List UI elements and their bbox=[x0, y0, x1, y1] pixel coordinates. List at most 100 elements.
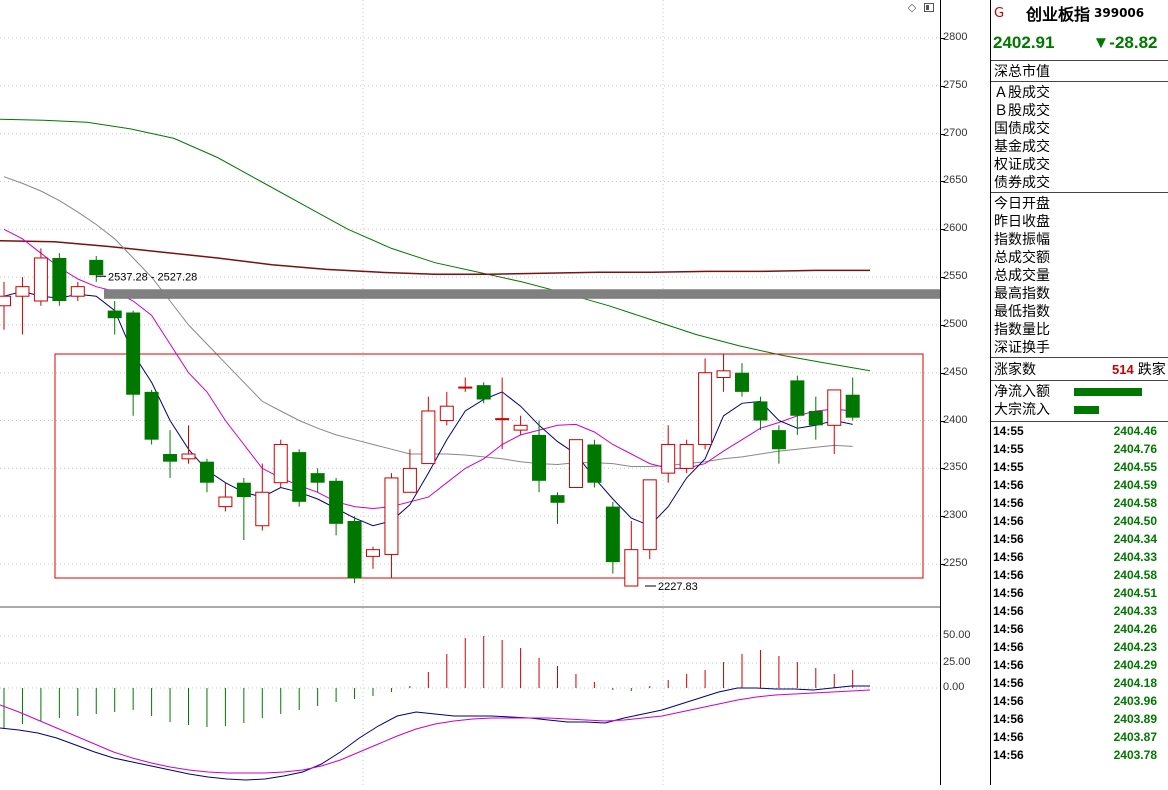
candle-body bbox=[199, 461, 214, 483]
stat-label: Ａ股成交 bbox=[994, 85, 1050, 101]
candle-body bbox=[735, 372, 749, 392]
diamond-icon[interactable]: ◇ bbox=[907, 2, 917, 14]
candle-body bbox=[0, 295, 11, 307]
ma-line-magenta bbox=[3, 228, 853, 510]
stat-label: 总成交量 bbox=[994, 268, 1050, 284]
tick-row: 14:56 2404.33 bbox=[991, 602, 1168, 620]
price-row: 2402.91 ▼-28.82 bbox=[991, 26, 1168, 60]
candle-body bbox=[532, 434, 547, 481]
candle-body bbox=[181, 453, 196, 460]
quote-panel: G 创业板指 399006 2402.91 ▼-28.82 深总市值 Ａ股成交 Ｂ… bbox=[990, 0, 1168, 785]
candle-body bbox=[163, 454, 178, 462]
stat-label: 最高指数 bbox=[994, 286, 1050, 302]
breadth-label: 涨家数 bbox=[994, 362, 1036, 378]
tick-row: 14:56 2404.29 bbox=[991, 656, 1168, 674]
candle-body bbox=[753, 401, 768, 421]
candle-body bbox=[790, 380, 805, 416]
price-axis-tick: 2700 bbox=[943, 126, 968, 139]
price-axis-tick: 2400 bbox=[943, 413, 968, 426]
tick-row: 14:56 2403.87 bbox=[991, 728, 1168, 746]
candle-body bbox=[329, 480, 344, 524]
candle-body bbox=[273, 443, 288, 484]
candle-body bbox=[495, 418, 510, 421]
title-row: G 创业板指 399006 bbox=[991, 0, 1168, 26]
fund-flow-row: 净流入额 bbox=[991, 383, 1168, 401]
candle-body bbox=[144, 391, 159, 440]
tick-price: 2403.87 bbox=[1113, 730, 1157, 744]
fund-flow-row: 大宗流入 bbox=[991, 401, 1168, 419]
candle-body bbox=[236, 482, 251, 498]
stat-label: 国债成交 bbox=[994, 121, 1050, 137]
tick-row: 14:56 2403.78 bbox=[991, 746, 1168, 764]
candle-body bbox=[310, 473, 325, 483]
indicator-axis-tick: 50.00 bbox=[943, 629, 971, 641]
candle-body bbox=[568, 439, 583, 488]
band-range-label: 2537.28 - 2527.28 bbox=[108, 271, 197, 283]
candle-body bbox=[347, 520, 362, 579]
tick-row: 14:56 2404.51 bbox=[991, 584, 1168, 602]
tick-time: 14:56 bbox=[993, 622, 1024, 636]
tick-row: 14:56 2404.23 bbox=[991, 638, 1168, 656]
tick-time: 14:56 bbox=[993, 568, 1024, 582]
candle-body bbox=[458, 386, 473, 389]
candle-body bbox=[771, 430, 786, 450]
candle-body bbox=[52, 257, 67, 301]
tick-list[interactable]: 14:55 2404.46 14:55 2404.76 14:55 2404.55 14:5… bbox=[991, 421, 1168, 764]
tick-time: 14:56 bbox=[993, 532, 1024, 546]
indicator-axis-tick: 0.00 bbox=[943, 681, 965, 693]
axis-tick-mark bbox=[941, 277, 945, 279]
breadth-label-2: 跌家 bbox=[1137, 362, 1166, 378]
price-axis-tick: 2550 bbox=[943, 270, 968, 283]
tick-time: 14:56 bbox=[993, 730, 1024, 744]
tick-row: 14:55 2404.55 bbox=[991, 458, 1168, 476]
tick-row: 14:56 2403.89 bbox=[991, 710, 1168, 728]
stat-label: 最低指数 bbox=[994, 304, 1050, 320]
tick-row: 14:56 2403.96 bbox=[991, 692, 1168, 710]
axis-tick-mark bbox=[941, 181, 945, 183]
axis-tick-mark bbox=[941, 468, 945, 470]
tick-price: 2404.34 bbox=[1113, 532, 1157, 546]
tick-time: 14:56 bbox=[993, 694, 1024, 708]
axis-tick-mark bbox=[941, 564, 945, 565]
breadth-value: 514 bbox=[1112, 361, 1134, 377]
candle-body bbox=[33, 257, 48, 302]
candle-body bbox=[550, 495, 565, 503]
tick-time: 14:55 bbox=[993, 460, 1024, 474]
candle-body bbox=[366, 549, 380, 557]
axis-tick-mark bbox=[941, 85, 945, 87]
tick-price: 2404.50 bbox=[1113, 514, 1157, 528]
tick-time: 14:56 bbox=[993, 496, 1024, 510]
selection-box bbox=[54, 353, 924, 579]
window-toggle-icon[interactable] bbox=[924, 3, 934, 12]
macd-dif-line bbox=[0, 685, 870, 781]
tick-price: 2404.46 bbox=[1113, 424, 1157, 438]
tick-time: 14:56 bbox=[993, 604, 1024, 618]
tick-row: 14:56 2404.26 bbox=[991, 620, 1168, 638]
tick-price: 2404.55 bbox=[1113, 460, 1157, 474]
tick-price: 2404.26 bbox=[1113, 622, 1157, 636]
candle-body bbox=[421, 410, 436, 465]
price-axis-tick: 2350 bbox=[943, 461, 968, 474]
price-axis-tick: 2750 bbox=[943, 78, 968, 91]
axis-tick-mark bbox=[941, 229, 945, 231]
price-axis-tick: 2450 bbox=[943, 365, 968, 378]
tick-price: 2404.18 bbox=[1113, 676, 1157, 690]
tick-row: 14:55 2404.46 bbox=[991, 422, 1168, 440]
tick-time: 14:56 bbox=[993, 550, 1024, 564]
tick-price: 2404.59 bbox=[1113, 478, 1157, 492]
fund-flow-bar bbox=[1074, 406, 1100, 414]
candle-body bbox=[716, 370, 731, 379]
kline-chart-area[interactable]: 2537.28 - 2527.28 2227.83 ◇ bbox=[0, 0, 940, 785]
candle-body bbox=[476, 385, 491, 400]
stat-label: 基金成交 bbox=[994, 139, 1050, 155]
tick-row: 14:56 2404.58 bbox=[991, 494, 1168, 512]
kline-chart[interactable]: 2537.28 - 2527.28 2227.83 bbox=[0, 0, 940, 785]
stat-label: 债券成交 bbox=[994, 175, 1050, 191]
tick-time: 14:56 bbox=[993, 712, 1024, 726]
tick-time: 14:56 bbox=[993, 748, 1024, 762]
ma-line-green bbox=[0, 118, 871, 372]
stat-label: Ｂ股成交 bbox=[994, 103, 1050, 119]
ma-line-maroon bbox=[0, 239, 870, 275]
candle-body bbox=[126, 312, 141, 395]
price-axis-tick: 2600 bbox=[943, 222, 968, 235]
